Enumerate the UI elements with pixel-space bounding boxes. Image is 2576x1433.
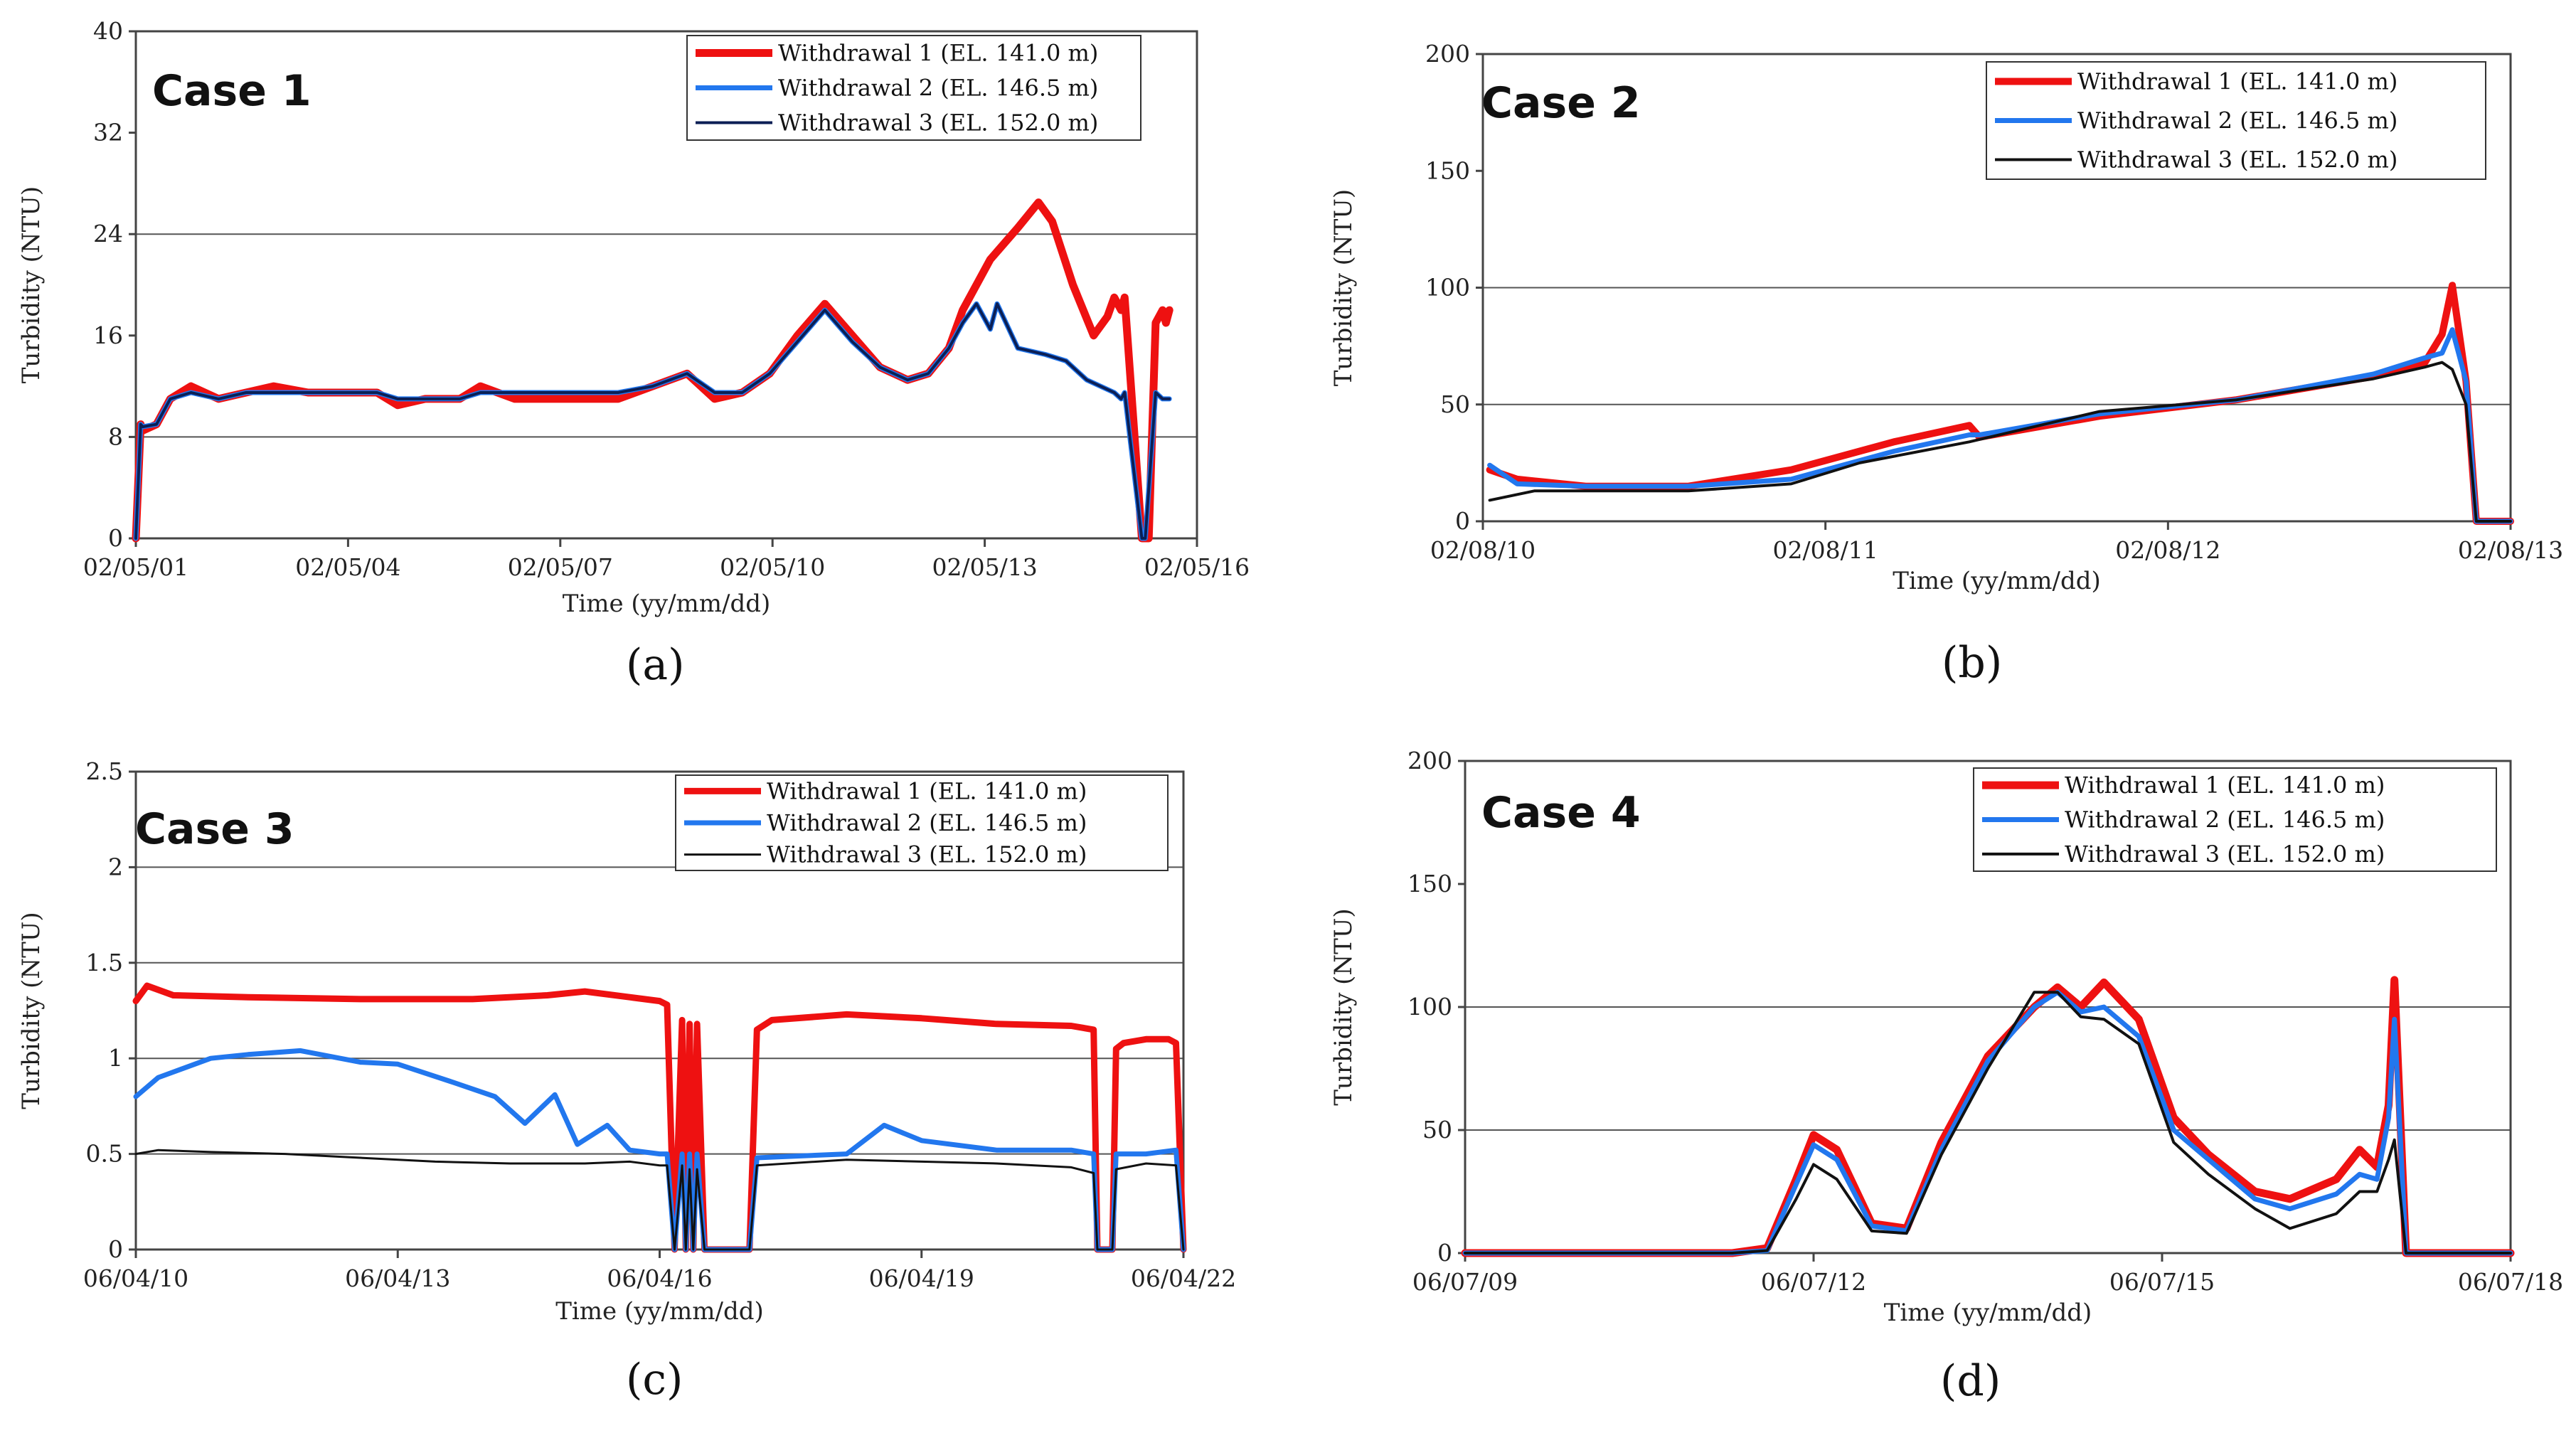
y-tick-label: 50: [1440, 390, 1470, 418]
legend-entry-label: Withdrawal 2 (EL. 146.5 m): [767, 809, 1087, 836]
x-axis-label: Time (yy/mm/dd): [1884, 1299, 2092, 1327]
x-tick-label: 06/07/12: [1761, 1268, 1866, 1296]
chart-panel-3: 0 0.5 1 1.5 2 2.5 06/04/10 06/04/13 06/04/16 06/0…: [17, 757, 1236, 1405]
y-tick-label: 150: [1407, 870, 1452, 897]
legend-entry-label: Withdrawal 2 (EL. 146.5 m): [2065, 806, 2385, 833]
y-tick-label: 100: [1407, 993, 1452, 1021]
legend-entry-label: Withdrawal 1 (EL. 141.0 m): [2065, 772, 2385, 799]
x-tick-label: 02/05/13: [932, 553, 1037, 581]
panel-label: (b): [1942, 638, 2002, 688]
series-line-withdrawal-1: [1461, 976, 2515, 1257]
x-axis-label: Time (yy/mm/dd): [1893, 567, 2101, 595]
series-line-withdrawal-1: [132, 982, 1187, 1253]
legend: Withdrawal 1 (EL. 141.0 m) Withdrawal 2 (…: [675, 774, 1169, 871]
y-tick-label: 0: [1437, 1239, 1452, 1267]
y-tick-label: 0: [108, 524, 123, 552]
y-tick-label: 2: [108, 853, 123, 880]
y-tick-label: 0: [1455, 507, 1470, 535]
x-tick-label: 02/05/07: [508, 553, 613, 581]
case-label: Case 2: [1481, 78, 1641, 128]
legend-entry-label: Withdrawal 1 (EL. 141.0 m): [2077, 68, 2397, 95]
y-tick-label: 0: [108, 1235, 123, 1263]
legend-entry-label: Withdrawal 3 (EL. 152.0 m): [778, 110, 1098, 137]
y-tick-label: 8: [108, 422, 123, 450]
case-label: Case 4: [1481, 788, 1641, 838]
series-line-withdrawal-2: [1487, 327, 2513, 524]
panel-label: (a): [626, 640, 685, 690]
y-tick-label: 40: [93, 17, 123, 45]
series-line-withdrawal-3: [134, 1149, 1185, 1251]
chart-panel-4: 0 50 100 150 200 06/07/09 06/07/12 06/07/15 06/0…: [1329, 747, 2563, 1406]
y-tick-label: 1: [108, 1044, 123, 1072]
y-tick-label: 16: [93, 321, 123, 349]
x-tick-label: 06/07/15: [2109, 1268, 2215, 1296]
legend-entry-label: Withdrawal 2 (EL. 146.5 m): [2077, 107, 2397, 134]
legend-entry-label: Withdrawal 3 (EL. 152.0 m): [767, 841, 1087, 868]
panel-label: (d): [1940, 1356, 2001, 1406]
legend: Withdrawal 1 (EL. 141.0 m) Withdrawal 2 (…: [686, 35, 1141, 141]
y-axis-label: Turbidity (NTU): [1329, 189, 1358, 386]
x-tick-label: 02/08/13: [2458, 536, 2563, 564]
panel-label: (c): [626, 1355, 683, 1405]
x-tick-label: 06/04/16: [607, 1264, 712, 1292]
legend-entry-label: Withdrawal 1 (EL. 141.0 m): [767, 777, 1087, 804]
case-label: Case 1: [152, 66, 312, 116]
x-axis-label: Time (yy/mm/dd): [555, 1297, 764, 1326]
x-tick-label: 06/07/18: [2458, 1268, 2563, 1296]
y-axis-label: Turbidity (NTU): [17, 186, 46, 383]
x-tick-label: 06/04/10: [83, 1264, 188, 1292]
x-tick-label: 02/08/10: [1430, 536, 1536, 564]
y-tick-label: 32: [93, 119, 123, 147]
series-line-withdrawal-3: [134, 302, 1171, 540]
chart-panel-2: 0 50 100 150 200 02/08/10 02/08/11 02/08/12 02/0…: [1329, 40, 2563, 688]
y-tick-label: 200: [1407, 747, 1452, 774]
chart-panel-1: 0 8 16 24 32 40 02/05/01 02/05/04 02/05/07 02/05/…: [17, 17, 1250, 690]
series-line-withdrawal-1: [132, 198, 1173, 543]
x-tick-label: 06/04/13: [345, 1264, 450, 1292]
legend: Withdrawal 1 (EL. 141.0 m) Withdrawal 2 (…: [1973, 767, 2497, 872]
x-tick-label: 02/08/11: [1773, 536, 1878, 564]
legend-entry-label: Withdrawal 3 (EL. 152.0 m): [2065, 841, 2385, 868]
y-axis-label: Turbidity (NTU): [17, 912, 46, 1109]
x-tick-label: 02/05/16: [1144, 553, 1250, 581]
y-tick-label: 150: [1425, 156, 1470, 184]
x-tick-label: 06/07/09: [1412, 1268, 1518, 1296]
y-axis-label: Turbidity (NTU): [1329, 908, 1358, 1105]
y-tick-label: 200: [1425, 40, 1470, 68]
plot-area-frame: [134, 30, 1198, 540]
x-tick-label: 02/08/12: [2115, 536, 2220, 564]
y-tick-label: 100: [1425, 274, 1470, 302]
x-tick-label: 06/04/19: [869, 1264, 974, 1292]
y-tick-label: 0.5: [86, 1140, 123, 1168]
legend-entry-label: Withdrawal 1 (EL. 141.0 m): [778, 40, 1098, 67]
legend-entry-label: Withdrawal 3 (EL. 152.0 m): [2077, 147, 2397, 174]
x-axis-label: Time (yy/mm/dd): [563, 590, 771, 618]
series-line-withdrawal-3: [1464, 991, 2512, 1254]
legend-box: [1973, 767, 2497, 872]
series-line-withdrawal-2: [133, 1048, 1186, 1252]
y-tick-label: 50: [1422, 1116, 1452, 1144]
legend: Withdrawal 1 (EL. 141.0 m) Withdrawal 2 (…: [1986, 61, 2486, 180]
series-line-withdrawal-2: [1462, 989, 2513, 1256]
y-tick-label: 2.5: [86, 757, 123, 785]
case-label: Case 3: [135, 804, 294, 854]
x-tick-label: 06/04/22: [1131, 1264, 1236, 1292]
legend-entry-label: Withdrawal 2 (EL. 146.5 m): [778, 75, 1098, 102]
series-line-withdrawal-3: [1488, 361, 2512, 523]
y-tick-label: 1.5: [86, 949, 123, 976]
x-tick-label: 02/05/04: [295, 553, 400, 581]
x-tick-label: 02/05/01: [83, 553, 188, 581]
x-tick-label: 02/05/10: [720, 553, 825, 581]
y-tick-label: 24: [93, 220, 123, 247]
